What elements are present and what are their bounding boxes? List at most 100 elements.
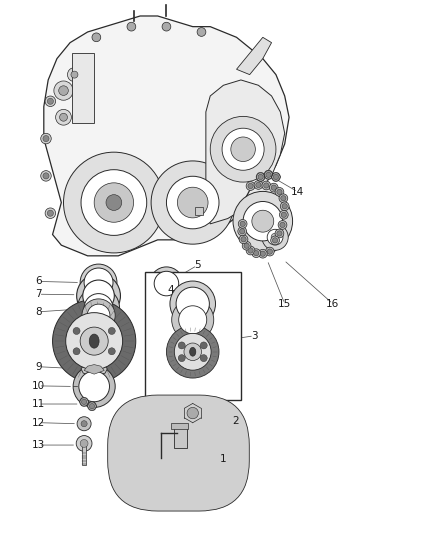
Circle shape [238, 220, 247, 228]
Circle shape [92, 33, 101, 42]
Circle shape [73, 327, 80, 335]
Circle shape [280, 222, 285, 228]
Circle shape [222, 128, 264, 170]
Circle shape [279, 194, 288, 203]
Circle shape [256, 182, 261, 188]
Circle shape [89, 403, 95, 409]
Text: 8: 8 [35, 307, 42, 317]
Circle shape [272, 238, 278, 243]
Bar [171, 423, 188, 429]
Circle shape [267, 249, 272, 254]
Circle shape [80, 440, 88, 447]
Circle shape [246, 182, 255, 190]
Circle shape [77, 274, 120, 318]
Circle shape [43, 135, 49, 142]
Circle shape [80, 264, 117, 301]
Circle shape [73, 348, 80, 355]
Circle shape [106, 195, 122, 211]
Circle shape [267, 229, 283, 245]
Circle shape [41, 133, 51, 144]
Circle shape [83, 280, 114, 312]
Circle shape [170, 281, 215, 327]
Polygon shape [44, 16, 289, 256]
Circle shape [239, 235, 248, 244]
Circle shape [248, 248, 253, 253]
Circle shape [81, 169, 147, 236]
Circle shape [200, 354, 207, 361]
Circle shape [275, 229, 284, 238]
Polygon shape [81, 361, 107, 375]
Text: 2: 2 [232, 416, 239, 426]
Circle shape [264, 171, 273, 179]
Circle shape [233, 191, 293, 251]
Circle shape [80, 398, 88, 406]
Circle shape [187, 407, 198, 419]
Ellipse shape [89, 334, 99, 348]
Circle shape [248, 183, 253, 189]
Circle shape [41, 171, 51, 181]
Circle shape [166, 176, 219, 229]
Circle shape [242, 241, 251, 250]
Circle shape [277, 231, 282, 236]
Circle shape [166, 326, 219, 378]
Circle shape [183, 403, 202, 423]
Circle shape [174, 333, 211, 370]
Circle shape [54, 81, 73, 100]
Circle shape [151, 161, 234, 244]
Circle shape [240, 229, 245, 234]
Circle shape [53, 300, 136, 383]
Circle shape [271, 185, 276, 190]
Polygon shape [242, 187, 284, 253]
Circle shape [81, 399, 87, 405]
Circle shape [87, 304, 110, 327]
Polygon shape [237, 37, 272, 75]
Circle shape [108, 327, 115, 335]
Text: 4: 4 [167, 286, 174, 295]
Circle shape [278, 221, 287, 229]
Circle shape [60, 114, 67, 121]
Circle shape [281, 212, 286, 217]
Circle shape [252, 249, 261, 257]
Circle shape [43, 173, 49, 179]
Circle shape [78, 287, 120, 329]
Circle shape [172, 299, 214, 341]
Circle shape [80, 327, 108, 355]
Circle shape [127, 22, 136, 31]
Bar [82, 443, 86, 465]
Bar [174, 426, 187, 448]
Circle shape [273, 174, 279, 180]
Circle shape [73, 366, 115, 407]
Bar [145, 272, 241, 400]
Circle shape [272, 173, 280, 181]
Text: 11: 11 [32, 399, 45, 409]
Circle shape [254, 251, 259, 256]
Circle shape [45, 96, 56, 107]
Circle shape [243, 201, 283, 241]
Circle shape [47, 98, 53, 104]
Circle shape [200, 342, 207, 349]
Circle shape [258, 174, 263, 180]
Circle shape [71, 71, 78, 78]
Circle shape [271, 233, 279, 241]
Text: 10: 10 [32, 381, 45, 391]
Circle shape [275, 188, 284, 196]
Circle shape [271, 236, 279, 245]
Circle shape [256, 173, 265, 181]
Circle shape [84, 294, 113, 322]
Circle shape [64, 152, 164, 253]
Circle shape [150, 267, 183, 300]
Circle shape [280, 202, 289, 211]
Circle shape [238, 227, 247, 236]
Circle shape [154, 271, 179, 296]
Circle shape [244, 243, 249, 248]
Circle shape [59, 86, 68, 95]
Polygon shape [206, 80, 285, 224]
Bar [195, 207, 203, 215]
Circle shape [197, 28, 206, 36]
FancyBboxPatch shape [108, 395, 249, 511]
Circle shape [88, 402, 96, 410]
Circle shape [264, 183, 269, 188]
Text: 6: 6 [35, 277, 42, 286]
Circle shape [56, 109, 71, 125]
Circle shape [81, 421, 87, 427]
